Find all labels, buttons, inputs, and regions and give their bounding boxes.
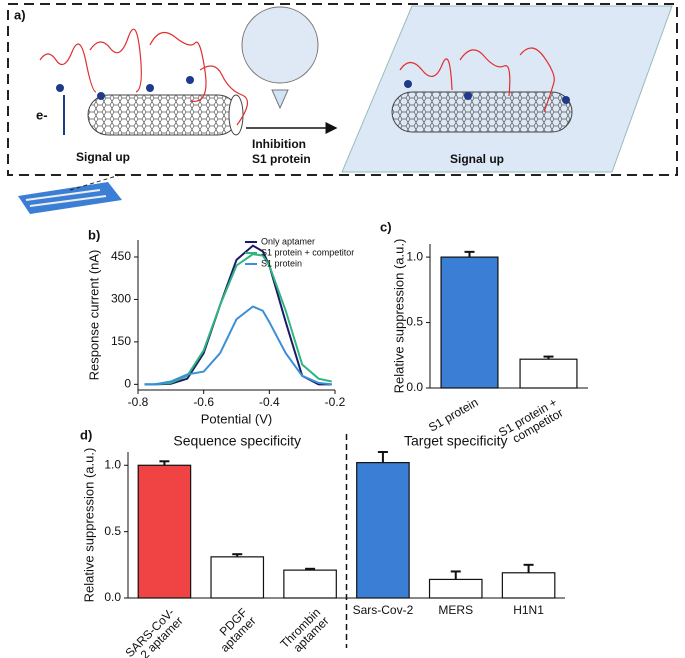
x-tick-label: -0.4: [259, 395, 280, 409]
x-axis-label: Potential (V): [201, 411, 273, 426]
y-tick-label: 1.0: [406, 249, 423, 263]
x-tick-label: Sars-Cov-2: [352, 603, 414, 617]
y-tick-label: 0.5: [406, 315, 423, 329]
y-axis-label: Relative suppression (a.u.): [81, 448, 96, 603]
caption-right: Signal up: [450, 152, 504, 166]
electrode-surface: [341, 5, 673, 173]
x-tick-label: -0.6: [193, 395, 214, 409]
line-series: [144, 305, 332, 386]
bar: [210, 556, 265, 599]
group-label: Target specificity: [404, 433, 507, 449]
x-tick-label: MERS: [438, 603, 474, 617]
y-tick-label: 0.0: [104, 590, 121, 604]
x-tick-label: -0.8: [128, 395, 149, 409]
step-line: S1 protein: [252, 152, 311, 166]
panel-label: c): [380, 219, 392, 234]
bar: [283, 569, 337, 599]
x-tick-label: -0.2: [325, 395, 346, 409]
panel-label: d): [80, 427, 92, 442]
legend-label: S1 protein: [261, 258, 302, 268]
electron-label: e-: [36, 107, 48, 122]
line-series: [144, 253, 332, 386]
bar: [137, 464, 192, 599]
line-series: [144, 244, 332, 386]
pipette: [271, 89, 289, 110]
step-line: Inhibition: [252, 137, 306, 151]
bar: [356, 462, 410, 599]
nanotube-right: [391, 47, 573, 133]
y-axis-label: Relative suppression (a.u.): [391, 239, 406, 394]
y-tick-label: 300: [111, 292, 131, 306]
bar: [501, 572, 556, 599]
panel-label: a): [14, 7, 26, 22]
y-tick-label: 0: [124, 377, 131, 391]
panel-border: [7, 3, 678, 176]
sensor-chip: [18, 174, 122, 214]
legend-label: S1 protein + competitor: [261, 247, 354, 257]
bubble: [241, 6, 319, 84]
bar: [428, 578, 483, 599]
y-tick-label: 0.0: [406, 380, 423, 394]
group-label: Sequence specificity: [173, 433, 301, 449]
y-tick-label: 1.0: [104, 457, 121, 471]
bar: [440, 256, 499, 389]
legend-label: Only aptamer: [261, 236, 315, 246]
panel-a: a) e- Signal up Inhibition S1 protein Si…: [7, 3, 678, 176]
caption-left: Signal up: [76, 150, 130, 164]
y-tick-label: 0.5: [104, 524, 121, 538]
y-tick-label: 150: [111, 334, 131, 348]
x-tick-label: H1N1: [513, 603, 544, 617]
panel-label: b): [88, 227, 100, 242]
bar: [519, 358, 578, 389]
y-tick-label: 450: [111, 249, 131, 263]
y-axis-label: Response current (nA): [86, 250, 101, 381]
nanotube-left: [39, 28, 248, 136]
